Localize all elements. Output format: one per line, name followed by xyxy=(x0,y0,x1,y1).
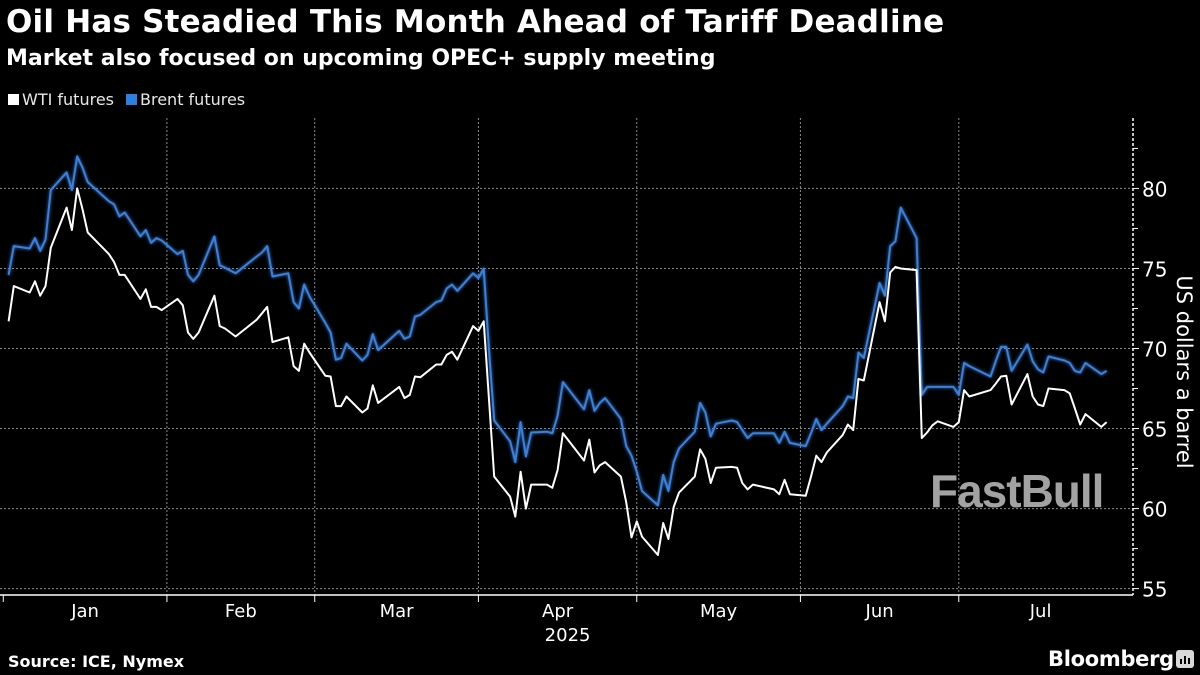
bloomberg-logo: Bloomberg xyxy=(1048,647,1174,671)
fastbull-watermark: FastBull xyxy=(930,465,1104,517)
brent-futures-line xyxy=(7,155,1108,507)
wti-futures-line xyxy=(7,187,1108,556)
y-tick-label: 70 xyxy=(1142,337,1167,361)
chart-title: Oil Has Steadied This Month Ahead of Tar… xyxy=(6,4,945,40)
x-tick-label: May xyxy=(700,601,738,622)
x-tick-label: Jun xyxy=(865,601,894,622)
x-tick-label: Feb xyxy=(225,601,257,622)
y-tick-label: 80 xyxy=(1142,177,1167,201)
x-tick-label: Jan xyxy=(70,601,99,622)
y-axis-label: US dollars a barrel xyxy=(1172,275,1196,468)
legend-item-brent: Brent futures xyxy=(126,90,245,109)
y-tick-label: 75 xyxy=(1142,257,1167,281)
chart-subtitle: Market also focused on upcoming OPEC+ su… xyxy=(6,46,716,71)
y-tick-label: 60 xyxy=(1142,498,1167,522)
brent-swatch-icon xyxy=(126,94,137,105)
y-tick-label: 65 xyxy=(1142,418,1167,442)
gridlines xyxy=(0,118,1133,595)
series-lines xyxy=(7,155,1108,556)
axes: 55 60 65 70 75 80 Jan Feb Mar Apr 2025 May Jun Jul xyxy=(0,118,1167,646)
bloomberg-chart-icon xyxy=(1176,650,1194,668)
legend-label-wti: WTI futures xyxy=(22,90,114,109)
x-year-label: 2025 xyxy=(545,625,591,646)
legend: WTI futures Brent futures xyxy=(8,90,245,109)
legend-label-brent: Brent futures xyxy=(140,90,246,109)
x-tick-label: Mar xyxy=(380,601,415,622)
x-tick-label: Apr xyxy=(542,601,574,622)
x-tick-label: Jul xyxy=(1029,601,1052,622)
wti-swatch-icon xyxy=(8,94,19,105)
source-note: Source: ICE, Nymex xyxy=(8,652,185,671)
y-tick-label: 55 xyxy=(1142,578,1167,602)
legend-item-wti: WTI futures xyxy=(8,90,114,109)
